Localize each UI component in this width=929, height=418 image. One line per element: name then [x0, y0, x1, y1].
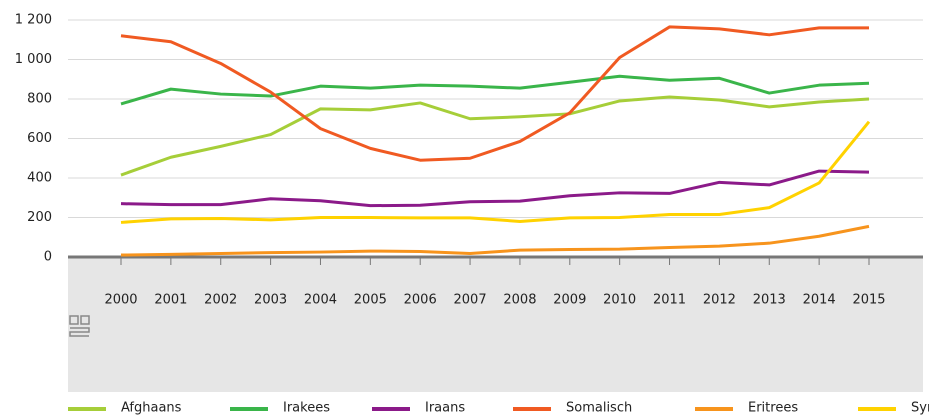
x-tick-label: 2011 — [653, 293, 686, 308]
x-tick-label: 2013 — [753, 293, 786, 308]
y-tick-label: 600 — [27, 131, 52, 146]
series-line — [120, 169, 870, 208]
y-tick-label: 800 — [27, 92, 52, 107]
x-tick-label: 2010 — [603, 293, 636, 308]
x-tick-label: 2002 — [204, 293, 237, 308]
logo — [69, 315, 90, 337]
x-tick-label: 2014 — [803, 293, 836, 308]
legend-label: Iraans — [425, 401, 465, 416]
legend-label: Afghaans — [121, 401, 182, 416]
x-tick-label: 2003 — [254, 293, 287, 308]
x-tick-label: 2012 — [703, 293, 736, 308]
series-line — [120, 74, 870, 106]
x-tick-label: 2006 — [404, 293, 437, 308]
x-tick-label: 2004 — [304, 293, 337, 308]
series-line — [120, 95, 870, 177]
legend-label: Irakees — [283, 401, 330, 416]
x-tick-label: 2015 — [852, 293, 885, 308]
legend-label: Eritrees — [748, 401, 798, 416]
x-tick-label: 2009 — [553, 293, 586, 308]
x-tick-label: 2007 — [454, 293, 487, 308]
series-line — [120, 25, 869, 162]
y-tick-label: 1 200 — [15, 13, 52, 28]
y-tick-label: 200 — [27, 210, 52, 225]
x-tick-label: 2008 — [503, 293, 536, 308]
legend-label: Somalisch — [566, 401, 632, 416]
x-tick-label: 2000 — [104, 293, 137, 308]
y-tick-label: 0 — [44, 250, 52, 265]
y-tick-label: 1 000 — [15, 52, 52, 67]
x-tick-label: 2005 — [354, 293, 387, 308]
series-line — [120, 224, 870, 257]
y-tick-label: 400 — [27, 171, 52, 186]
x-axis-panel — [68, 257, 923, 392]
legend-label: Syrisch — [911, 401, 929, 416]
series-line — [120, 120, 871, 224]
x-tick-label: 2001 — [154, 293, 187, 308]
